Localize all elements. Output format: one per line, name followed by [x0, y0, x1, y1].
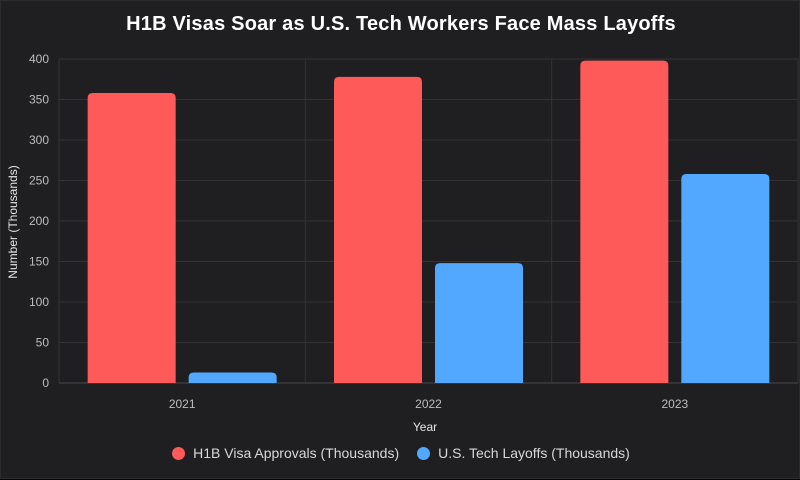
- grid-lines: [58, 58, 799, 384]
- bar-h1b-2021: [87, 93, 176, 384]
- x-axis-title: Year: [413, 420, 437, 434]
- y-tick-label: 400: [29, 52, 49, 66]
- y-tick-label: 300: [29, 133, 49, 147]
- chart-title: H1B Visas Soar as U.S. Tech Workers Face…: [126, 13, 676, 35]
- x-tick-label: 2021: [169, 397, 196, 411]
- bar-layoffs-2021: [188, 372, 277, 383]
- bar-h1b-2023: [580, 60, 669, 384]
- legend-label-layoffs: U.S. Tech Layoffs (Thousands): [438, 445, 630, 461]
- y-tick-label: 100: [29, 295, 49, 309]
- bar-layoffs-2022: [435, 263, 523, 383]
- legend-item-h1b[interactable]: H1B Visa Approvals (Thousands): [172, 445, 399, 461]
- x-tick-label: 2023: [661, 397, 688, 411]
- legend-label-h1b: H1B Visa Approvals (Thousands): [193, 445, 400, 461]
- y-axis-title: Number (Thousands): [6, 165, 20, 278]
- x-tick-label: 2022: [415, 397, 442, 411]
- y-tick-label: 250: [29, 174, 49, 188]
- x-axis-ticks: 2021 2022 2023: [169, 397, 689, 411]
- y-tick-label: 0: [42, 376, 49, 390]
- y-tick-label: 200: [29, 214, 49, 228]
- legend: H1B Visa Approvals (Thousands) U.S. Tech…: [1, 445, 800, 461]
- bar-layoffs-2023: [681, 174, 770, 383]
- legend-swatch-layoffs: [417, 446, 431, 460]
- y-axis-ticks: 0 50 100 150 200 250 300 350 400: [29, 52, 49, 390]
- y-tick-label: 50: [36, 336, 50, 350]
- bars: [87, 60, 770, 384]
- legend-item-layoffs[interactable]: U.S. Tech Layoffs (Thousands): [417, 445, 630, 461]
- bar-h1b-2022: [334, 76, 422, 383]
- legend-swatch-h1b: [172, 446, 186, 460]
- y-tick-label: 150: [29, 255, 49, 269]
- y-tick-label: 350: [29, 93, 49, 107]
